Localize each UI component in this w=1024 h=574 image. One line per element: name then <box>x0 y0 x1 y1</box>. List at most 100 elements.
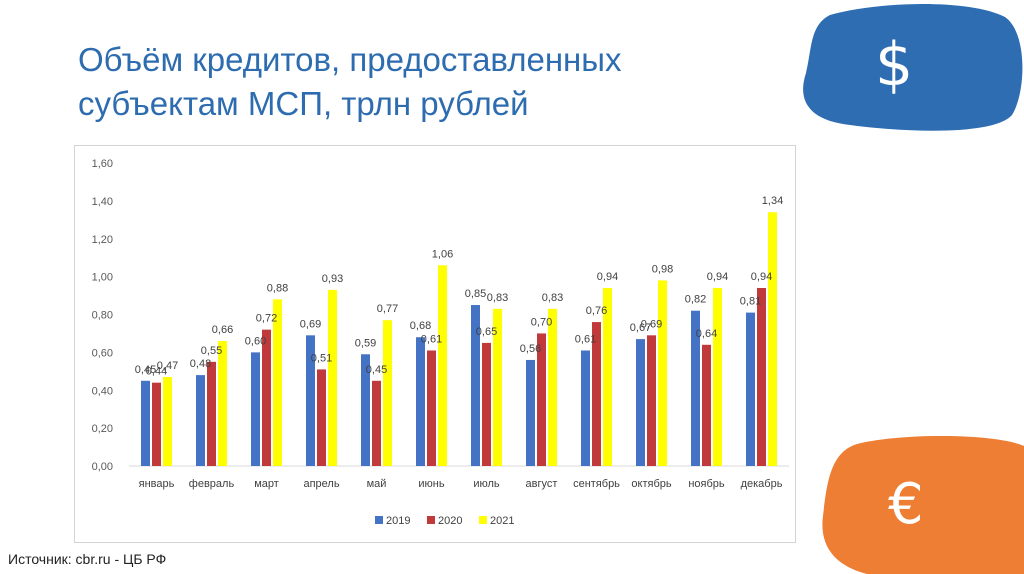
data-label: 0,69 <box>300 318 321 330</box>
bar-2019 <box>691 310 700 466</box>
legend-label: 2020 <box>438 515 462 527</box>
source-note: Источник: cbr.ru - ЦБ РФ <box>8 551 167 567</box>
bar-2021 <box>328 289 337 466</box>
euro-blob-icon <box>822 436 1024 574</box>
data-label: 0,72 <box>256 313 277 325</box>
bar-2020 <box>317 369 326 466</box>
x-tick-label: июль <box>473 478 500 490</box>
title-line-2: субъектам МСП, трлн рублей <box>78 85 529 122</box>
legend-label: 2021 <box>490 515 514 527</box>
x-tick-label: март <box>254 478 279 490</box>
data-label: 1,34 <box>762 195 783 207</box>
bar-2019 <box>251 352 260 466</box>
data-label: 0,47 <box>157 360 178 372</box>
bar-2019 <box>141 380 150 466</box>
data-label: 0,45 <box>135 364 156 376</box>
x-tick-label: сентябрь <box>573 478 620 490</box>
data-label: 0,82 <box>685 294 706 306</box>
bar-2021 <box>658 280 667 466</box>
bar-2020 <box>372 380 381 466</box>
bar-2020 <box>702 344 711 466</box>
x-tick-label: февраль <box>189 478 235 490</box>
bar-2019 <box>416 337 425 466</box>
y-tick-label: 1,40 <box>92 196 113 208</box>
slide-title: Объём кредитов, предоставленных субъекта… <box>78 38 738 126</box>
y-tick-label: 1,20 <box>92 234 113 246</box>
x-tick-label: май <box>367 478 387 490</box>
data-label: 0,77 <box>377 303 398 315</box>
bar-2021 <box>548 308 557 466</box>
bar-2021 <box>713 287 722 466</box>
data-label: 0,98 <box>652 263 673 275</box>
bar-2019 <box>306 335 315 466</box>
bar-2021 <box>493 308 502 466</box>
bar-2020 <box>757 287 766 466</box>
data-label: 0,61 <box>421 333 442 345</box>
x-tick-label: август <box>526 478 558 490</box>
data-label: 0,83 <box>542 292 563 304</box>
bar-2019 <box>471 305 480 466</box>
data-label: 0,94 <box>707 271 728 283</box>
y-tick-label: 1,60 <box>92 158 113 170</box>
euro-sign-icon: € <box>888 472 924 537</box>
bar-2021 <box>163 376 172 466</box>
bar-2019 <box>746 312 755 466</box>
data-label: 0,70 <box>531 316 552 328</box>
bar-2021 <box>438 265 447 466</box>
x-tick-label: октябрь <box>631 478 671 490</box>
bar-chart: 0,00 0,20 0,40 0,60 0,80 1,00 1,20 1,40 1,60 янва… <box>92 158 789 527</box>
bar-2019 <box>526 359 535 466</box>
legend-swatch-2021 <box>479 516 487 524</box>
y-tick-label: 0,40 <box>92 385 113 397</box>
data-label: 0,66 <box>212 324 233 336</box>
x-tick-label: декабрь <box>741 478 783 490</box>
data-label: 0,88 <box>267 282 288 294</box>
x-tick-label: ноябрь <box>688 478 725 490</box>
data-label: 0,83 <box>487 292 508 304</box>
data-label: 0,45 <box>366 364 387 376</box>
data-label: 0,59 <box>355 337 376 349</box>
bar-2020 <box>262 329 271 466</box>
bar-2019 <box>581 350 590 466</box>
y-tick-label: 0,20 <box>92 423 113 435</box>
bar-2020 <box>482 342 491 466</box>
data-label: 0,93 <box>322 273 343 285</box>
data-label: 0,55 <box>201 345 222 357</box>
dollar-blob-icon <box>803 4 1023 131</box>
data-label: 0,81 <box>740 296 761 308</box>
data-label: 0,51 <box>311 352 332 364</box>
data-label: 0,94 <box>597 271 618 283</box>
data-label: 0,76 <box>586 305 607 317</box>
bar-2020 <box>537 333 546 466</box>
data-label: 0,48 <box>190 358 211 370</box>
bar-2020 <box>427 350 436 466</box>
data-label: 0,65 <box>476 326 497 338</box>
data-label: 0,94 <box>751 271 772 283</box>
bar-2019 <box>361 354 370 466</box>
data-label: 0,69 <box>641 318 662 330</box>
title-line-1: Объём кредитов, предоставленных <box>78 41 622 78</box>
x-tick-label: январь <box>139 478 175 490</box>
data-label: 0,68 <box>410 320 431 332</box>
bar-2020 <box>592 322 601 466</box>
bar-2019 <box>196 375 205 466</box>
x-tick-label: июнь <box>418 478 444 490</box>
data-label: 0,44 <box>146 366 167 378</box>
y-tick-label: 0,00 <box>92 461 113 473</box>
bar-2020 <box>152 382 161 466</box>
bar-2020 <box>207 361 216 466</box>
legend-label: 2019 <box>386 515 410 527</box>
legend-swatch-2020 <box>427 516 435 524</box>
data-label: 0,60 <box>245 335 266 347</box>
bar-2019 <box>636 339 645 466</box>
bar-2021 <box>218 341 227 466</box>
bar-2021 <box>603 287 612 466</box>
data-label: 0,85 <box>465 288 486 300</box>
x-tick-label: апрель <box>303 478 339 490</box>
bar-2021 <box>383 320 392 466</box>
y-tick-label: 0,60 <box>92 347 113 359</box>
bar-2020 <box>647 335 656 466</box>
legend-swatch-2019 <box>375 516 383 524</box>
y-tick-label: 1,00 <box>92 272 113 284</box>
data-label: 1,06 <box>432 248 453 260</box>
